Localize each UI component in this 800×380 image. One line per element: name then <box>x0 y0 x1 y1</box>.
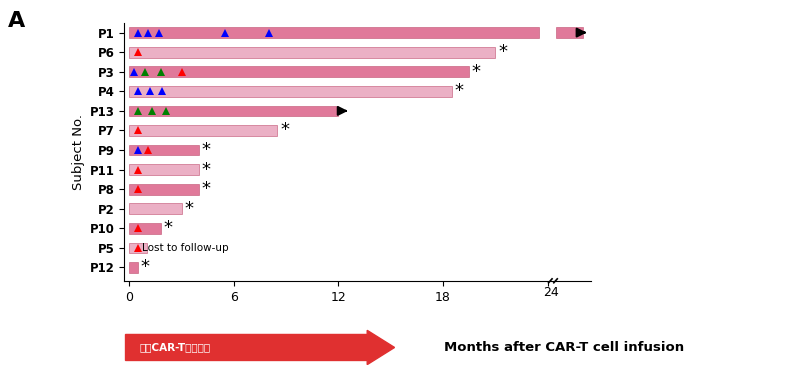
Bar <box>130 184 199 195</box>
Text: *: * <box>202 161 210 179</box>
Bar <box>130 125 278 136</box>
Bar <box>130 86 452 97</box>
Bar <box>130 223 161 234</box>
Bar <box>130 242 146 253</box>
Text: *: * <box>202 141 210 159</box>
Text: *: * <box>498 43 507 61</box>
FancyArrow shape <box>126 330 394 365</box>
Text: *: * <box>141 258 150 277</box>
Text: *: * <box>280 122 289 139</box>
Text: Months after CAR-T cell infusion: Months after CAR-T cell infusion <box>444 341 684 354</box>
Bar <box>130 27 539 38</box>
Text: *: * <box>454 82 463 100</box>
Text: 24: 24 <box>543 285 559 299</box>
Bar <box>130 47 495 57</box>
Bar <box>130 66 470 77</box>
Text: *: * <box>472 63 481 81</box>
Text: A: A <box>8 11 26 32</box>
Bar <box>130 145 199 155</box>
Bar <box>130 203 182 214</box>
Bar <box>130 106 338 116</box>
Text: *: * <box>163 219 172 238</box>
Y-axis label: Subject No.: Subject No. <box>72 114 86 190</box>
Bar <box>130 262 138 273</box>
Bar <box>130 164 199 175</box>
Text: 输入CAR-T后的月份: 输入CAR-T后的月份 <box>139 342 210 352</box>
Text: *: * <box>184 200 193 218</box>
Bar <box>557 27 582 38</box>
Text: *: * <box>202 180 210 198</box>
Text: Lost to follow-up: Lost to follow-up <box>142 243 229 253</box>
